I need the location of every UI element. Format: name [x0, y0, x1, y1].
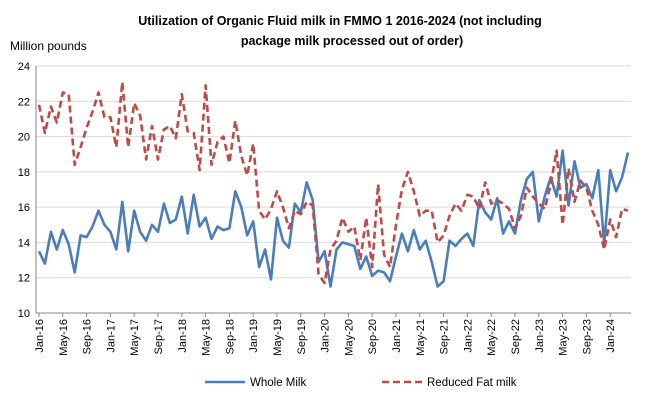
x-tick-label: Jan-23 — [534, 319, 546, 353]
y-tick-label: 22 — [18, 96, 30, 108]
x-tick-label: Jan-24 — [605, 319, 617, 353]
x-tick-label: May-20 — [343, 319, 355, 356]
x-tick-label: Sep-19 — [296, 319, 308, 354]
legend-label-reduced-fat-milk: Reduced Fat milk — [427, 377, 517, 389]
y-tick-label: 24 — [18, 61, 30, 73]
x-tick-label: Sep-16 — [82, 319, 94, 354]
y-tick-labels: 10 12 14 16 18 20 22 24 — [18, 61, 30, 320]
y-tick-label: 18 — [18, 167, 30, 179]
x-tick-label: May-22 — [486, 319, 498, 356]
x-tick-labels: Jan-16 May-16 Sep-16 Jan-17 May-17 Sep-17 Jan-… — [34, 313, 617, 356]
legend: Whole Milk Reduced Fat milk — [205, 377, 517, 389]
y-tick-label: 10 — [18, 308, 30, 320]
x-tick-label: Jan-17 — [105, 319, 117, 353]
x-tick-label: Jan-20 — [320, 319, 332, 353]
x-tick-label: Jan-19 — [248, 319, 260, 353]
gridlines — [35, 65, 631, 314]
y-tick-label: 20 — [18, 132, 30, 144]
x-tick-label: Jan-21 — [391, 319, 403, 353]
legend-label-whole-milk: Whole Milk — [250, 377, 306, 389]
x-tick-label: May-21 — [415, 319, 427, 356]
x-tick-label: May-19 — [272, 319, 284, 356]
y-tick-label: 12 — [18, 273, 30, 285]
y-tick-label: 16 — [18, 202, 30, 214]
x-tick-label: May-17 — [129, 319, 141, 356]
y-tick-label: 14 — [18, 237, 30, 249]
x-tick-label: May-18 — [201, 319, 213, 356]
x-tick-label: May-16 — [58, 319, 70, 356]
x-tick-label: May-23 — [558, 319, 570, 356]
series-lines — [37, 80, 630, 288]
x-tick-label: Sep-22 — [510, 319, 522, 354]
series-line-whole-milk — [37, 149, 630, 288]
x-tick-label: Jan-16 — [34, 319, 46, 353]
x-tick-label: Sep-17 — [153, 319, 165, 354]
x-tick-label: Jan-18 — [177, 319, 189, 353]
y-axis-label: Million pounds — [10, 39, 87, 53]
x-tick-label: Sep-23 — [581, 319, 593, 354]
chart-title-line1: Utilization of Organic Fluid milk in FMM… — [138, 14, 542, 28]
x-tick-label: Sep-18 — [224, 319, 236, 354]
series-line-reduced-fat-milk — [37, 80, 629, 285]
x-tick-label: Jan-22 — [462, 319, 474, 353]
chart-title-line2: package milk processed out of order) — [241, 34, 463, 48]
x-tick-label: Sep-20 — [367, 319, 379, 354]
x-tick-label: Sep-21 — [439, 319, 451, 354]
